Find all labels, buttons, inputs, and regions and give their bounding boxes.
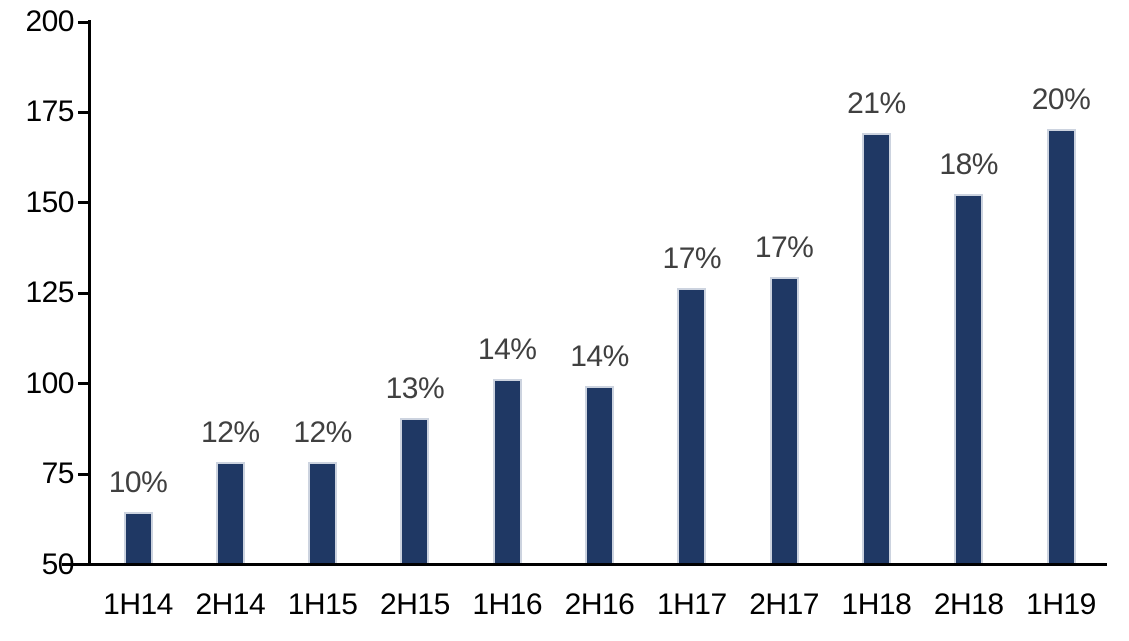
y-axis-tick [78,20,88,24]
y-axis-tick [78,382,88,386]
x-axis-label-1h17: 1H17 [656,588,727,621]
x-axis-label-2h16: 2H16 [564,588,635,621]
y-axis-tick-label: 125 [25,276,74,310]
bar-value-label: 14% [477,332,537,366]
y-axis-tick-label: 100 [25,366,74,400]
y-axis-tick [78,291,88,295]
x-axis-label-1h14: 1H14 [103,588,173,621]
bar-1h15 [308,461,338,563]
y-axis-tick [78,563,88,566]
x-axis-label-1h15: 1H15 [287,588,358,621]
y-axis-tick-label: 200 [25,5,74,38]
y-axis-tick [78,110,88,114]
bar-2h16 [585,385,614,563]
bar-value-label: 12% [293,415,352,449]
y-axis-tick [78,472,88,476]
bar-value-label: 12% [201,415,260,449]
x-axis-label-1h18: 1H18 [841,588,912,621]
bar-value-label: 17% [754,231,814,265]
bar-2h14 [215,461,245,563]
bar-value-label: 17% [662,242,722,276]
y-axis-tick-label: 150 [25,185,74,219]
x-axis-label-1h16: 1H16 [472,588,543,621]
x-axis-line [62,563,1107,566]
bar-1h18 [861,132,891,563]
x-axis-label-2h15: 2H15 [380,588,450,621]
bar-1h16 [492,378,522,563]
y-axis-tick-label: 75 [41,457,75,491]
y-axis-tick [78,201,88,205]
bar-1h19 [1046,129,1076,563]
x-axis-label-2h18: 2H18 [933,588,1004,621]
x-axis-label-1h19: 1H19 [1026,588,1096,621]
bar-value-label: 20% [1031,83,1091,116]
bar-value-label: 14% [570,339,629,373]
bar-1h17 [677,288,707,563]
y-axis-line [88,20,91,566]
bar-value-label: 18% [939,148,998,182]
bar-2h17 [769,277,799,563]
y-axis-tick-label: 175 [25,95,74,129]
bar-value-label: 13% [385,372,445,406]
x-axis-label-2h14: 2H14 [195,588,266,621]
y-axis-tick-label: 50 [41,547,75,581]
x-axis-label-2h17: 2H17 [749,588,819,621]
bar-2h15 [400,418,430,563]
bar-1h14 [123,512,153,563]
bar-2h18 [954,194,984,563]
bar-value-label: 21% [847,86,906,120]
bar-value-label: 10% [108,466,168,500]
